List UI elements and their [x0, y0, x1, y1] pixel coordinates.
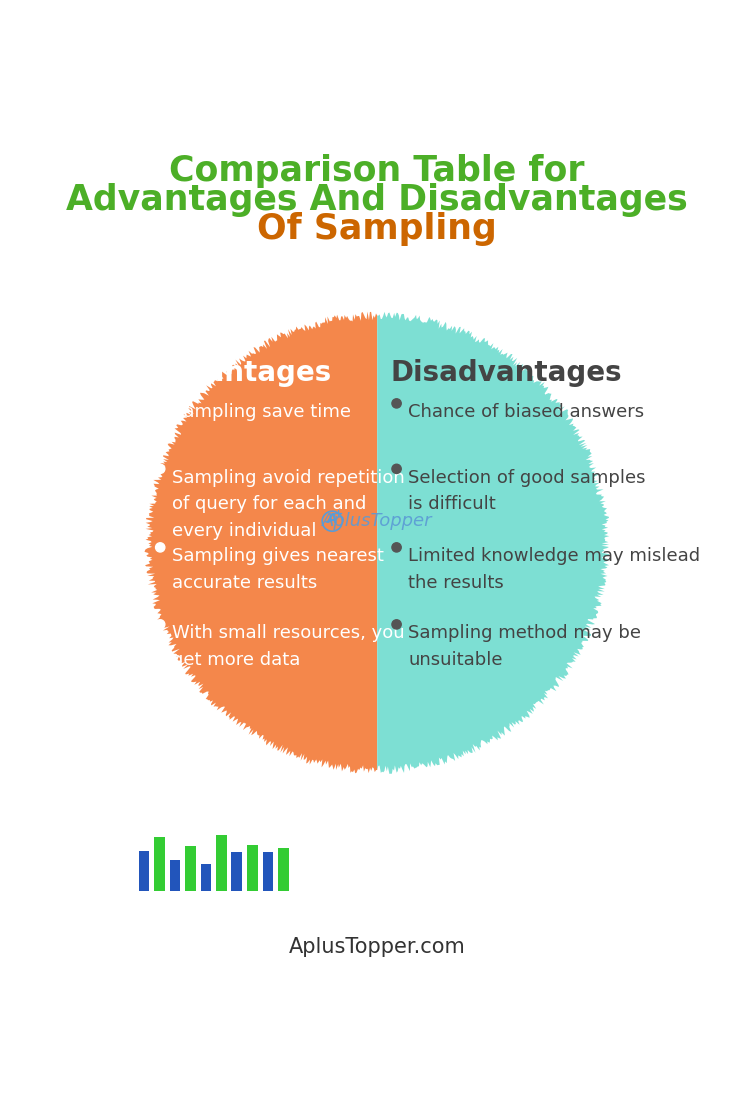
Bar — [232, 853, 242, 891]
Bar — [247, 845, 258, 891]
Bar — [200, 864, 211, 891]
Text: With small resources, you
get more data: With small resources, you get more data — [171, 624, 405, 668]
Text: AplusTopper.com: AplusTopper.com — [289, 938, 466, 957]
Bar — [154, 837, 165, 891]
Circle shape — [392, 543, 401, 552]
Bar — [138, 850, 149, 891]
Circle shape — [392, 620, 401, 629]
Text: Sampling avoid repetition
of query for each and
every individual: Sampling avoid repetition of query for e… — [171, 469, 405, 539]
Bar — [263, 853, 273, 891]
Bar — [278, 848, 289, 891]
Text: +: + — [334, 510, 343, 520]
Text: Sampling gives nearest
accurate results: Sampling gives nearest accurate results — [171, 547, 383, 592]
Circle shape — [392, 464, 401, 473]
Text: Sampling method may be
unsuitable: Sampling method may be unsuitable — [408, 624, 641, 668]
Circle shape — [155, 543, 165, 552]
Circle shape — [155, 620, 165, 629]
Polygon shape — [377, 312, 609, 774]
Text: Of Sampling: Of Sampling — [258, 213, 497, 246]
Text: Disadvantages: Disadvantages — [391, 360, 623, 387]
Polygon shape — [144, 312, 377, 773]
Text: Sampling save time: Sampling save time — [171, 404, 351, 421]
Text: Chance of biased answers: Chance of biased answers — [408, 404, 644, 421]
Bar — [216, 835, 227, 891]
Circle shape — [392, 399, 401, 408]
Bar — [169, 860, 180, 891]
Text: AplusTopper: AplusTopper — [322, 512, 433, 531]
Circle shape — [155, 399, 165, 408]
Circle shape — [155, 464, 165, 473]
Text: Selection of good samples
is difficult: Selection of good samples is difficult — [408, 469, 645, 513]
Text: A: A — [327, 512, 338, 526]
Text: Advantages And Disadvantages: Advantages And Disadvantages — [66, 183, 688, 217]
Text: Limited knowledge may mislead
the results: Limited knowledge may mislead the result… — [408, 547, 701, 592]
Text: Comparison Table for: Comparison Table for — [169, 154, 585, 188]
Bar — [185, 846, 196, 891]
Text: Advantages: Advantages — [146, 360, 332, 387]
